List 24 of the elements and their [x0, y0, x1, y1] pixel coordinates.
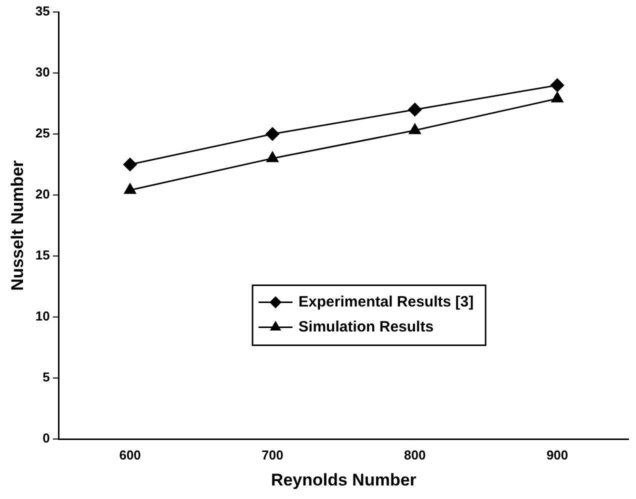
y-tick-label: 20: [35, 186, 50, 202]
y-tick-label: 30: [35, 64, 50, 80]
x-axis-title: Reynolds Number: [270, 470, 417, 490]
point: [266, 152, 278, 162]
y-tick-label: 25: [35, 126, 50, 141]
point: [408, 124, 421, 134]
point: [408, 102, 422, 116]
y-axis-title: Nusselt Number: [8, 160, 27, 291]
point: [266, 127, 280, 141]
y-tick-label: 10: [35, 308, 50, 324]
y-tick-label: 35: [35, 4, 50, 19]
legend-label: Simulation Results: [298, 318, 434, 336]
x-tick-label: 900: [546, 447, 568, 462]
y-tick-label: 0: [42, 430, 50, 446]
point: [550, 78, 564, 92]
x-tick-label: 600: [119, 447, 141, 462]
x-tick-label: 700: [262, 447, 284, 462]
legend-label: Experimental Results [3]: [298, 293, 474, 310]
point: [124, 183, 136, 194]
point: [123, 158, 137, 172]
y-tick-label: 15: [35, 248, 50, 263]
x-tick-label: 800: [404, 447, 426, 462]
y-tick-label: 5: [42, 370, 50, 385]
point: [551, 92, 564, 102]
